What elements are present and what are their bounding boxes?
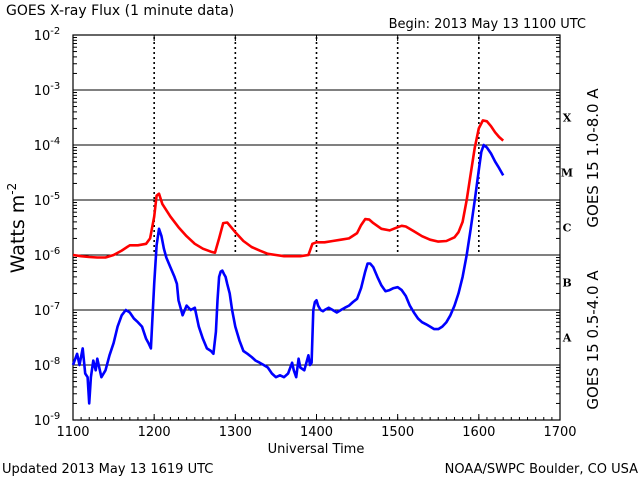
y-tick-label: 10-8 <box>34 356 61 374</box>
flare-class-m: M <box>561 167 573 180</box>
x-tick-label: 1200 <box>138 425 171 440</box>
plot-frame <box>72 34 561 421</box>
y-tick-label: 10-3 <box>34 81 61 99</box>
x-tick-label: 1600 <box>462 425 495 440</box>
x-axis: 1100 1200 1300 1400 1500 1600 1700 <box>56 35 577 440</box>
y-axis-label-exponent: -2 <box>5 183 19 195</box>
x-tick-label: 1500 <box>381 425 414 440</box>
begin-label: Begin: 2013 May 13 1100 UTC <box>389 17 586 32</box>
y-tick-label: 10-9 <box>34 411 61 429</box>
flare-class-x: X <box>563 112 572 125</box>
flare-class-b: B <box>562 277 571 290</box>
credit-label: NOAA/SWPC Boulder, CO USA <box>445 462 638 477</box>
series-group <box>71 119 505 405</box>
series-line-1 <box>71 143 505 405</box>
chart-title: GOES X-ray Flux (1 minute data) <box>6 3 234 19</box>
x-tick-label: 1300 <box>219 425 252 440</box>
legend-series-short: GOES 15 0.5-4.0 A <box>584 270 602 410</box>
y-tick-label: 10-4 <box>34 136 61 154</box>
flare-class-a: A <box>562 332 572 345</box>
series-line-0 <box>72 119 505 259</box>
y-tick-label: 10-6 <box>34 246 61 264</box>
y-axis-label: Watts m-2 <box>5 183 29 274</box>
y-tick-label: 10-7 <box>34 301 61 319</box>
grid <box>73 37 560 366</box>
x-axis-label: Universal Time <box>268 442 365 457</box>
flare-class-c: C <box>563 222 572 235</box>
x-tick-label: 1700 <box>543 425 576 440</box>
updated-label: Updated 2013 May 13 1619 UTC <box>2 462 213 477</box>
y-tick-label: 10-2 <box>34 26 61 44</box>
legend-series-long: GOES 15 1.0-8.0 A <box>584 88 602 228</box>
x-tick-label: 1100 <box>56 425 89 440</box>
flare-class-labels: X M C B A <box>561 112 573 345</box>
x-tick-label: 1400 <box>300 425 333 440</box>
y-axis-label-main: Watts m <box>7 195 29 274</box>
y-tick-label: 10-5 <box>34 191 61 209</box>
y-axis: 10-2 10-3 10-4 10-5 10-6 10-7 10-8 10-9 <box>34 26 560 429</box>
